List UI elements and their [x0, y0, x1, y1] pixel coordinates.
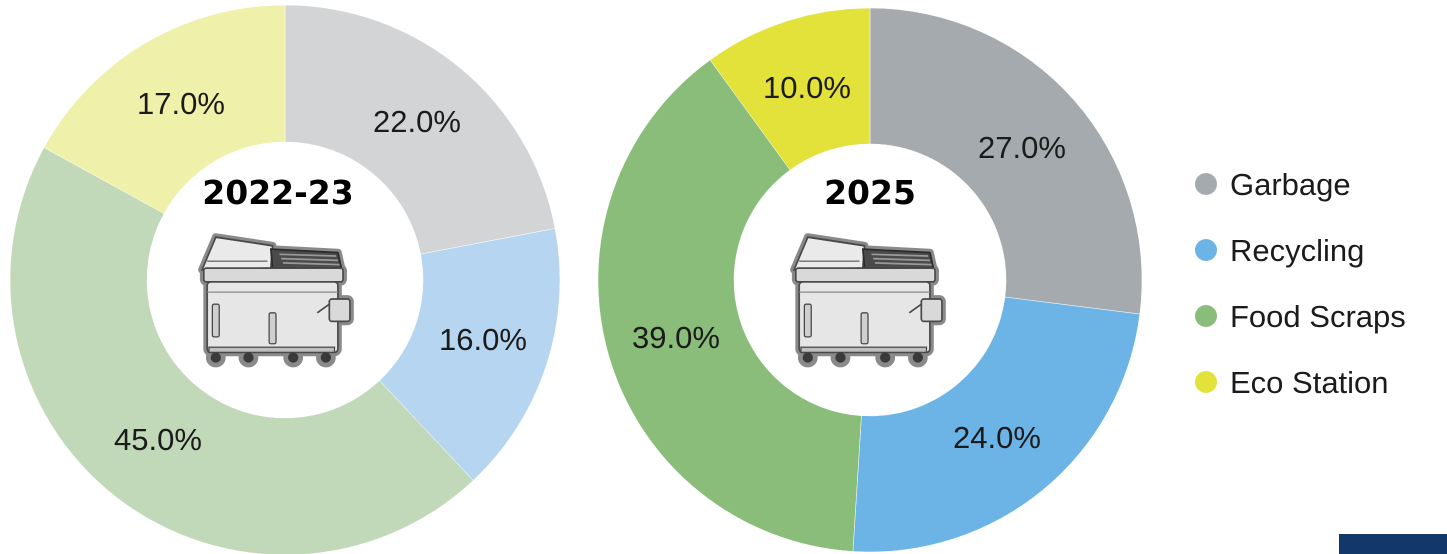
slice-eco-station-2025 [709, 7, 871, 171]
slice-food-scraps-2025 [597, 59, 862, 552]
legend-item-food-scraps: Food Scraps [1195, 299, 1406, 334]
legend-label-food-scraps: Food Scraps [1230, 299, 1406, 334]
slices-2025 [597, 7, 1143, 553]
corner-accent [1339, 534, 1447, 554]
slices-2022-23 [9, 4, 561, 554]
legend-label-garbage: Garbage [1230, 167, 1351, 202]
label-food-scraps-2025: 39.0% [632, 320, 720, 355]
legend-swatch-garbage [1195, 173, 1217, 195]
legend-label-recycling: Recycling [1230, 233, 1364, 268]
legend: Garbage Recycling Food Scraps Eco Statio… [1195, 167, 1406, 400]
donut-2025: 2025 27.0% 24.0% 39.0% 10.0% [597, 7, 1143, 553]
label-garbage-2025: 27.0% [978, 130, 1066, 165]
label-eco-station-2025: 10.0% [763, 70, 851, 105]
slice-eco-station-2022-23 [43, 4, 286, 214]
label-recycling-2025: 24.0% [953, 420, 1041, 455]
legend-swatch-recycling [1195, 239, 1217, 261]
dumpster-icon [202, 237, 350, 363]
slice-garbage-2025 [869, 7, 1143, 315]
legend-item-recycling: Recycling [1195, 233, 1364, 268]
label-garbage-2022-23: 22.0% [373, 104, 461, 139]
chart-title-2025: 2025 [824, 173, 916, 212]
donut-2022-23: 2022-23 22.0% 16.0% 45.0% 17.0% [9, 4, 561, 554]
legend-item-eco-station: Eco Station [1195, 365, 1389, 400]
slice-recycling-2022-23 [379, 228, 561, 481]
legend-swatch-eco-station [1195, 371, 1217, 393]
slice-garbage-2022-23 [284, 4, 556, 255]
label-eco-station-2022-23: 17.0% [137, 86, 225, 121]
legend-swatch-food-scraps [1195, 305, 1217, 327]
slice-recycling-2025 [852, 296, 1141, 553]
legend-label-eco-station: Eco Station [1230, 365, 1389, 400]
legend-item-garbage: Garbage [1195, 167, 1351, 202]
dumpster-icon [794, 237, 942, 363]
slice-food-scraps-2022-23 [9, 147, 474, 554]
label-food-scraps-2022-23: 45.0% [114, 422, 202, 457]
label-recycling-2022-23: 16.0% [439, 322, 527, 357]
chart-title-2022-23: 2022-23 [202, 173, 353, 212]
